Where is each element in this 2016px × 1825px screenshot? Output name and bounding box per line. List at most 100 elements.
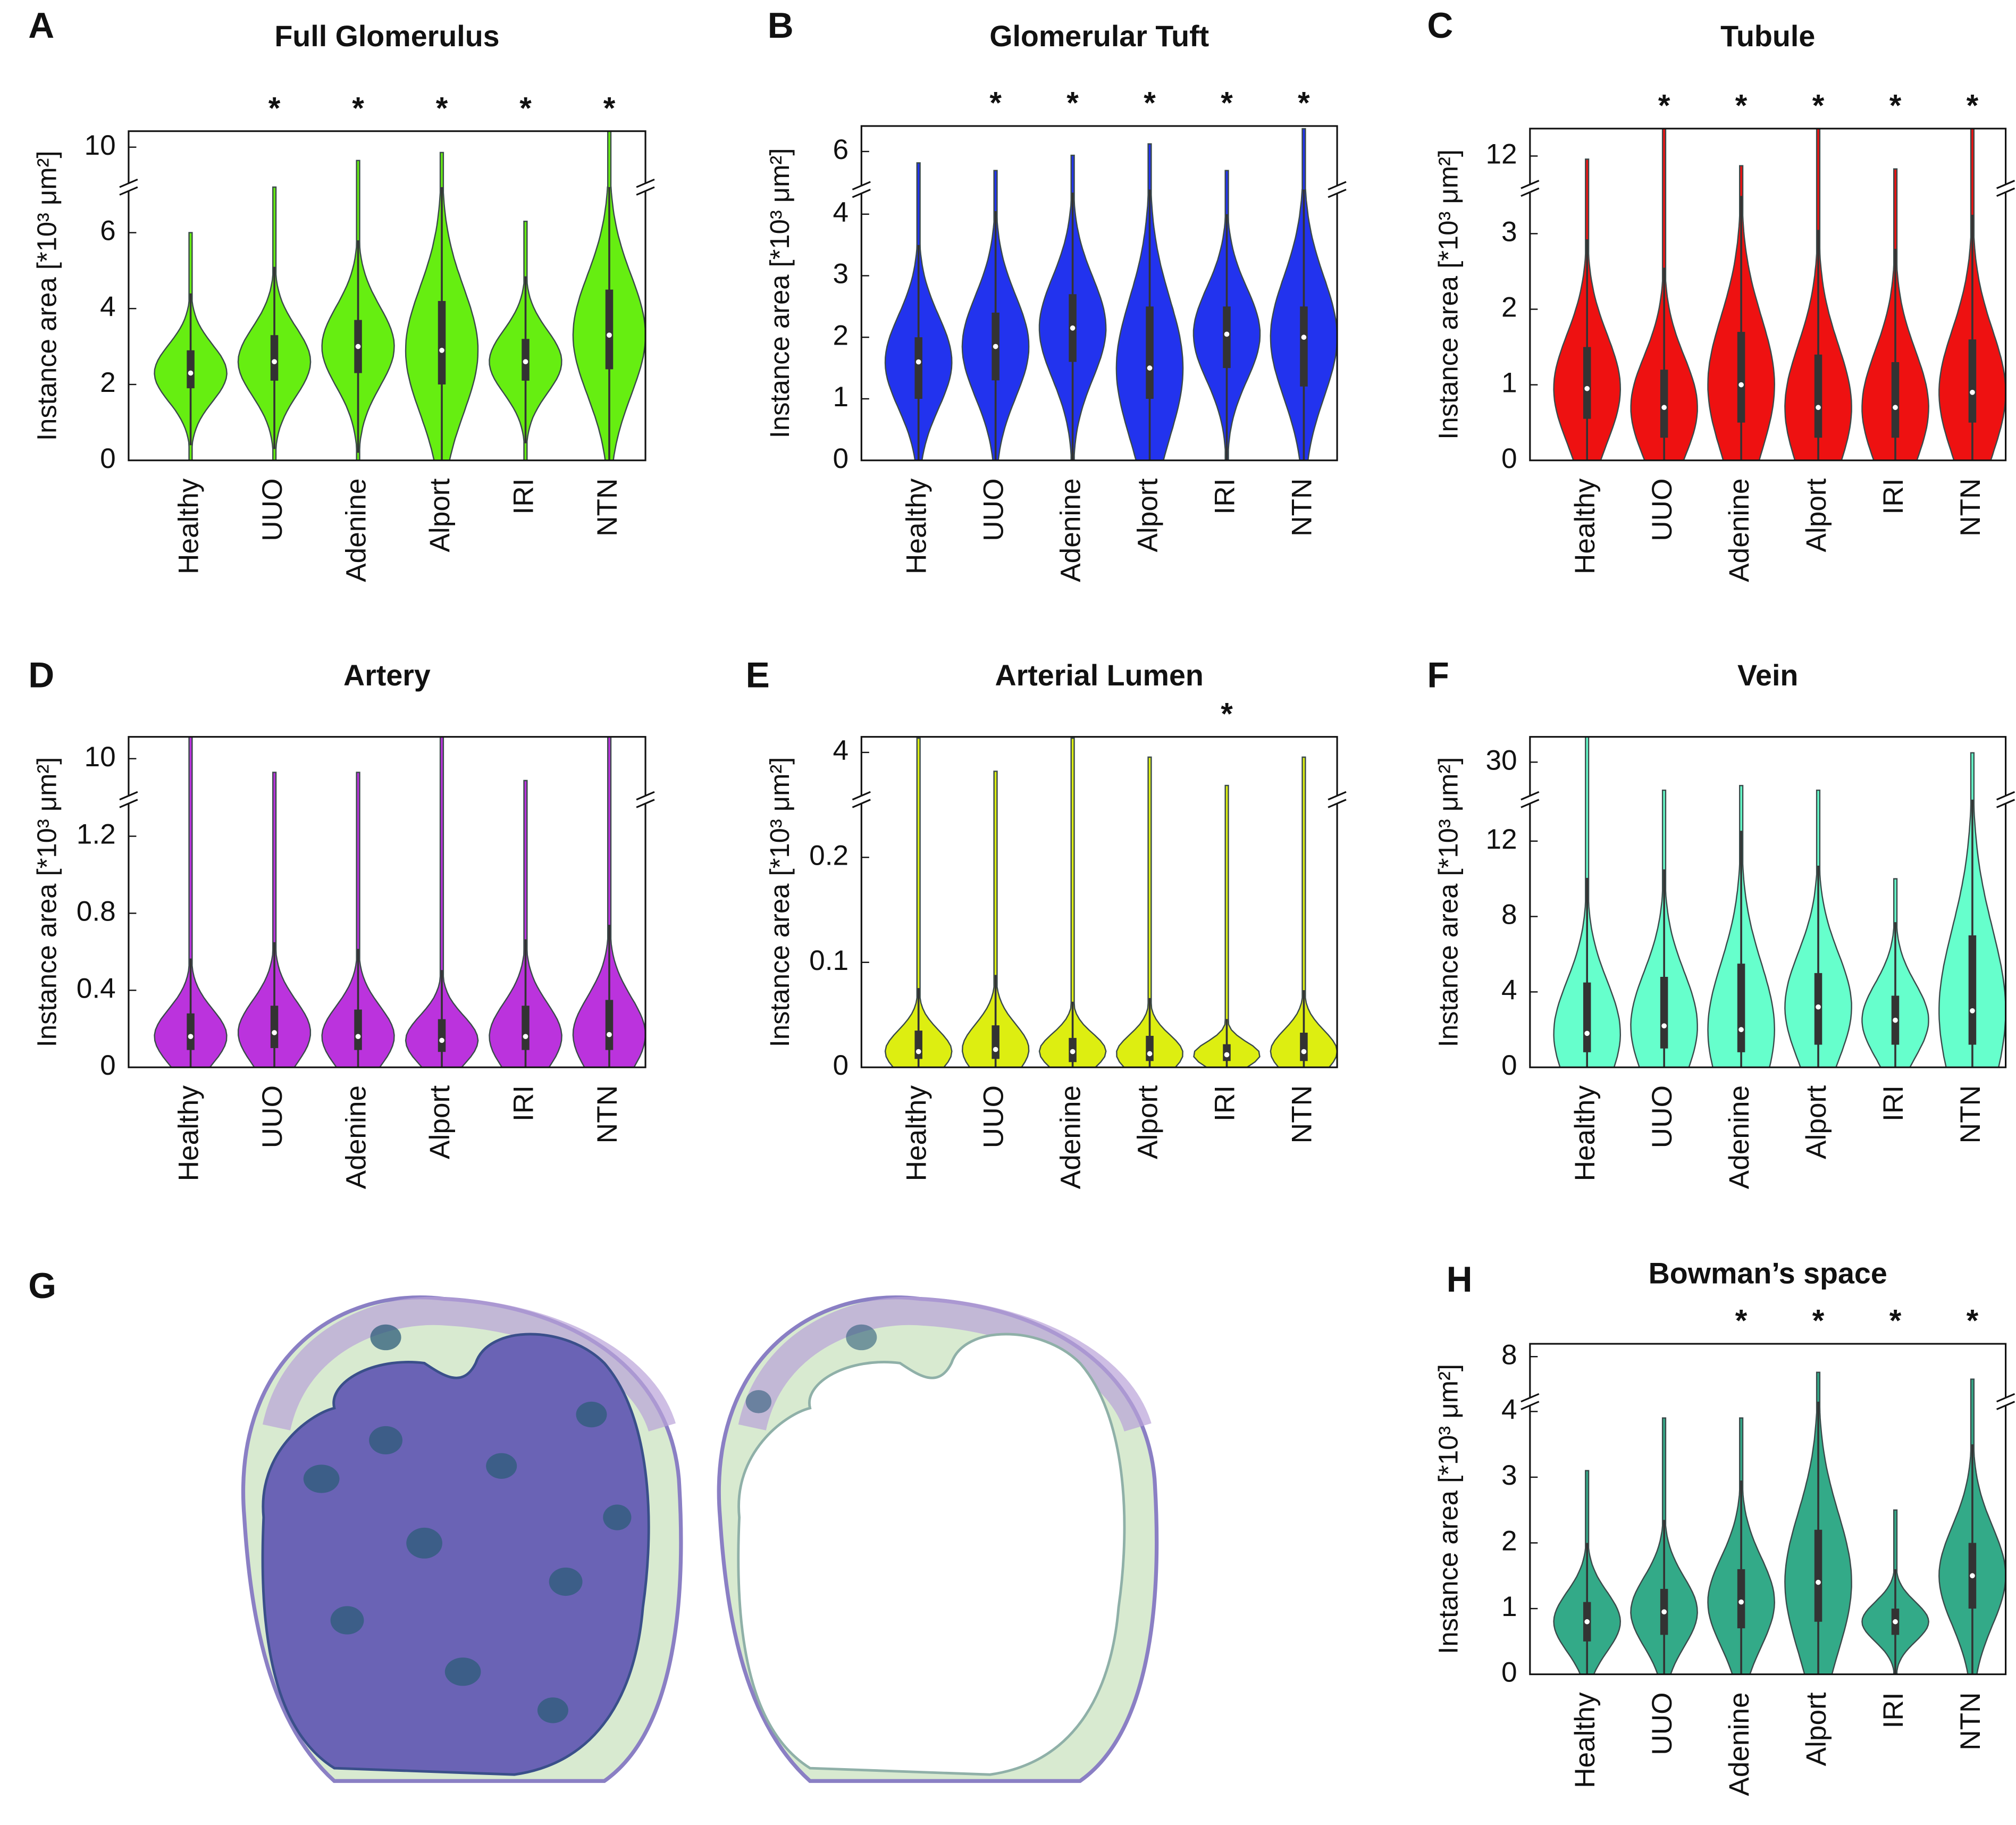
iqr-box bbox=[1146, 1035, 1154, 1061]
y-tick-label: 4 bbox=[1501, 1394, 1517, 1425]
median bbox=[1970, 389, 1975, 395]
y-tick-label: 4 bbox=[100, 291, 116, 322]
iqr-box bbox=[1583, 347, 1591, 419]
y-tick-label: 0 bbox=[833, 1050, 849, 1081]
iqr-box bbox=[187, 1013, 195, 1050]
panel-letter: F bbox=[1427, 655, 1449, 695]
x-tick-label: IRI bbox=[1878, 479, 1909, 515]
chart-title: Bowman’s space bbox=[1649, 1257, 1887, 1290]
tuft bbox=[261, 1333, 650, 1776]
significance: * bbox=[1889, 88, 1902, 123]
axis-break-mark bbox=[1996, 799, 2015, 808]
median bbox=[523, 359, 528, 365]
median bbox=[272, 359, 277, 365]
violin bbox=[489, 780, 562, 1068]
y-tick-label: 0.2 bbox=[809, 840, 849, 871]
y-tick-label: 0 bbox=[833, 443, 849, 474]
median bbox=[188, 1034, 194, 1040]
significance: * bbox=[1967, 88, 1979, 123]
violin bbox=[237, 772, 312, 1068]
x-tick-label: Alport bbox=[1801, 478, 1832, 552]
y-axis-label: Instance area [*10³ μm²] bbox=[31, 150, 62, 441]
plot-frame bbox=[1529, 736, 2007, 1068]
median bbox=[993, 344, 998, 349]
median bbox=[1224, 331, 1230, 337]
iqr-box bbox=[914, 1031, 922, 1059]
x-tick-label: UUO bbox=[257, 1085, 288, 1148]
x-tick-label: IRI bbox=[1209, 1085, 1241, 1121]
x-tick-label: IRI bbox=[508, 1085, 540, 1121]
x-tick-label: Adenine bbox=[1724, 1085, 1755, 1189]
y-tick-label: 1 bbox=[1501, 367, 1517, 399]
median bbox=[1738, 1027, 1744, 1033]
chart-title: Artery bbox=[343, 659, 431, 692]
iqr-box bbox=[1300, 1033, 1308, 1061]
y-tick-label: 8 bbox=[1501, 899, 1517, 931]
median bbox=[439, 347, 444, 353]
x-tick-label: Alport bbox=[1801, 1692, 1832, 1766]
median bbox=[1301, 334, 1307, 340]
iqr-box bbox=[1146, 306, 1154, 399]
x-tick-label: Alport bbox=[1132, 478, 1164, 552]
x-tick-label: Healthy bbox=[173, 478, 205, 574]
median bbox=[523, 1034, 528, 1040]
significance: * bbox=[1298, 86, 1310, 121]
y-tick-label: 3 bbox=[1501, 216, 1517, 247]
y-tick-label: 8 bbox=[1501, 1339, 1517, 1370]
x-tick-label: IRI bbox=[508, 479, 540, 515]
iqr-box bbox=[1737, 964, 1745, 1052]
significance: * bbox=[1889, 1304, 1902, 1338]
median bbox=[1147, 1051, 1153, 1057]
chart-title: Glomerular Tuft bbox=[989, 20, 1209, 53]
significance: * bbox=[1812, 1304, 1825, 1338]
significance: * bbox=[519, 91, 532, 125]
median bbox=[1738, 1599, 1744, 1605]
axis-break-mark bbox=[636, 186, 655, 196]
median bbox=[1661, 1023, 1667, 1029]
x-tick-label: Healthy bbox=[901, 1085, 933, 1182]
x-tick-label: Adenine bbox=[1055, 479, 1087, 582]
y-tick-label: 3 bbox=[1501, 1460, 1517, 1491]
y-tick-label: 1 bbox=[833, 381, 849, 413]
median bbox=[1584, 386, 1590, 391]
x-tick-label: Alport bbox=[424, 478, 456, 552]
y-tick-label: 0 bbox=[100, 443, 116, 474]
axis-break-mark bbox=[1521, 180, 1540, 189]
x-tick-label: Adenine bbox=[1724, 1692, 1755, 1796]
x-tick-label: Healthy bbox=[173, 1085, 205, 1182]
y-tick-label: 0 bbox=[1501, 1050, 1517, 1081]
axis-break-mark bbox=[636, 791, 655, 801]
axis-break-mark bbox=[1521, 1393, 1540, 1403]
median bbox=[1816, 1579, 1821, 1585]
median bbox=[1661, 1609, 1667, 1615]
y-tick-label: 6 bbox=[100, 215, 116, 247]
axis-break-mark bbox=[852, 791, 871, 801]
median bbox=[1584, 1619, 1590, 1625]
y-tick-label: 2 bbox=[1501, 292, 1517, 323]
median bbox=[1970, 1008, 1975, 1014]
axis-break-mark bbox=[119, 186, 138, 196]
significance: * bbox=[1812, 88, 1825, 123]
median bbox=[1738, 382, 1744, 388]
chart-title: Tubule bbox=[1720, 20, 1815, 53]
axis-break-mark bbox=[1996, 791, 2015, 801]
iqr-box bbox=[522, 1006, 530, 1050]
violin bbox=[961, 771, 1030, 1068]
significance: * bbox=[1066, 86, 1079, 121]
iqr-box bbox=[1223, 306, 1231, 369]
axis-break-mark bbox=[636, 178, 655, 188]
iqr-box bbox=[270, 335, 279, 381]
nuclei bbox=[303, 1324, 632, 1723]
axis-break-mark bbox=[119, 178, 138, 188]
significance: * bbox=[352, 91, 364, 125]
significance: * bbox=[1967, 1304, 1979, 1338]
plot-frame bbox=[1529, 1343, 2007, 1676]
x-tick-label: Adenine bbox=[341, 1085, 372, 1189]
median bbox=[1816, 405, 1821, 411]
median bbox=[915, 359, 921, 365]
violin bbox=[1270, 756, 1338, 1068]
median bbox=[1816, 1004, 1821, 1010]
iqr-box bbox=[1968, 339, 1977, 423]
y-tick-label: 4 bbox=[833, 197, 849, 228]
iqr-box bbox=[1737, 1569, 1745, 1629]
